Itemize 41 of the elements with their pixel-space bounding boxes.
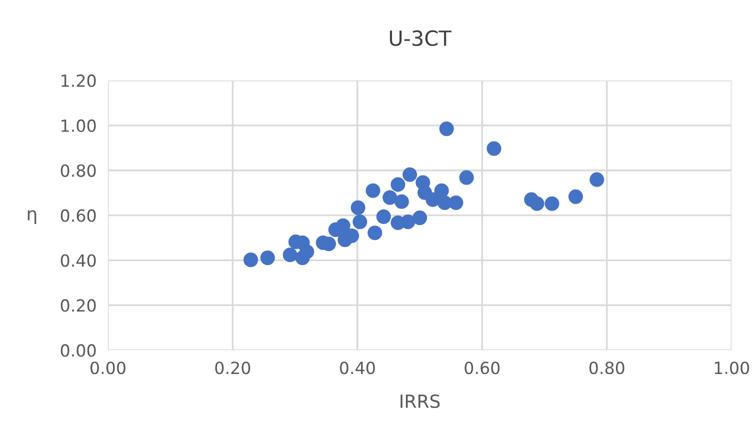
point bbox=[352, 214, 368, 230]
x-tick-label: 0.80 bbox=[589, 362, 624, 374]
point bbox=[590, 172, 604, 187]
chart-title: U-3CT bbox=[390, 30, 452, 46]
point bbox=[486, 141, 502, 156]
point bbox=[368, 226, 382, 240]
point bbox=[376, 209, 391, 224]
x-tick-label: 0.20 bbox=[215, 362, 250, 374]
point bbox=[382, 190, 398, 205]
point bbox=[448, 195, 464, 210]
point bbox=[282, 248, 298, 262]
point bbox=[412, 210, 428, 226]
y-axis-title: η bbox=[28, 210, 36, 224]
y-tick-label: 0.20 bbox=[60, 299, 96, 312]
x-tick-label: 0.60 bbox=[464, 362, 500, 374]
point bbox=[344, 228, 360, 244]
x-tick-label: 0.40 bbox=[340, 362, 375, 374]
point bbox=[350, 200, 366, 215]
x-tick-label: 0.00 bbox=[90, 362, 126, 374]
y-tick-label: 0.00 bbox=[60, 344, 96, 357]
x-tick-label: 1.00 bbox=[714, 362, 750, 374]
point bbox=[530, 196, 544, 211]
point bbox=[390, 177, 406, 192]
y-tick-label: 0.80 bbox=[60, 164, 96, 177]
point bbox=[336, 218, 350, 233]
y-tick-label: 1.00 bbox=[62, 119, 96, 132]
point bbox=[568, 189, 583, 204]
y-tick-label: 1.20 bbox=[62, 74, 96, 88]
point bbox=[439, 122, 454, 136]
point bbox=[394, 194, 409, 209]
point bbox=[426, 192, 440, 207]
x-axis-title: IRRS bbox=[400, 394, 440, 408]
point bbox=[366, 183, 380, 198]
point bbox=[402, 167, 418, 182]
point bbox=[459, 170, 474, 185]
point bbox=[400, 214, 416, 230]
y-tick-label: 0.40 bbox=[60, 254, 96, 267]
point bbox=[260, 250, 275, 266]
point bbox=[544, 196, 560, 211]
y-tick-label: 0.60 bbox=[60, 209, 96, 222]
point bbox=[243, 252, 258, 268]
